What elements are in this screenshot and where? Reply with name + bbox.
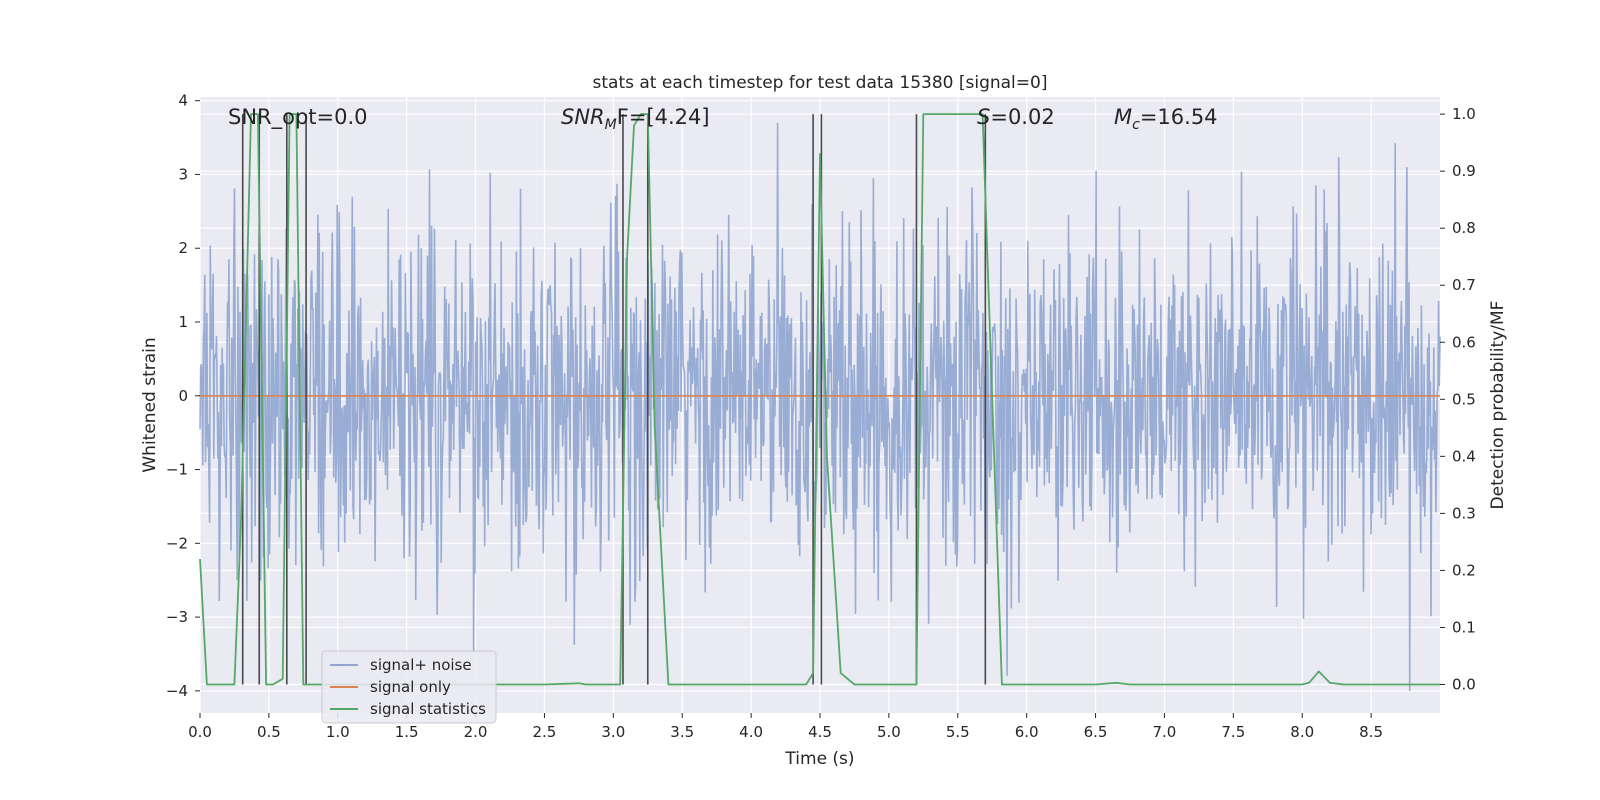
y2-tick-label: 0.5 <box>1452 390 1476 408</box>
y-axis-label: Whitened strain <box>140 337 160 472</box>
statistics-series-layer <box>199 113 1440 686</box>
x-tick-label: 3.5 <box>670 723 694 741</box>
y2-tick-label: 0.7 <box>1452 276 1476 294</box>
mc-subscript: c <box>1132 117 1140 133</box>
y2-tick-label: 0.6 <box>1452 333 1476 351</box>
y2-tick-label: 1.0 <box>1452 105 1476 123</box>
x-tick-label: 1.5 <box>395 723 419 741</box>
y-tick-label: −1 <box>166 461 188 479</box>
x-tick-label: 0.0 <box>188 723 212 741</box>
x-tick-label: 3.0 <box>601 723 625 741</box>
y2-tick-label: 0.1 <box>1452 618 1476 636</box>
x-tick-label: 8.0 <box>1290 723 1314 741</box>
x-tick-label: 6.0 <box>1015 723 1039 741</box>
y-tick-label: 4 <box>178 92 188 110</box>
legend-label-signal-noise: signal+ noise <box>370 656 472 674</box>
series-signal-noise <box>199 122 1441 691</box>
snr-mf-main: SNR <box>561 105 605 129</box>
y-tick-label: 3 <box>178 165 188 183</box>
x-tick-label: 5.5 <box>946 723 970 741</box>
x-tick-label: 2.0 <box>464 723 488 741</box>
x-tick-label: 7.0 <box>1153 723 1177 741</box>
legend-box <box>321 650 497 724</box>
y2-axis-label: Detection probability/MF <box>1488 301 1508 510</box>
y-tick-label: 0 <box>178 387 188 405</box>
y2-tick-label: 0.2 <box>1452 561 1476 579</box>
y2-tick-label: 0.0 <box>1452 675 1476 693</box>
y-tick-label: 2 <box>178 239 188 257</box>
x-axis-label: Time (s) <box>784 749 854 769</box>
x-tick-label: 6.5 <box>1084 723 1108 741</box>
snr-mf-rest: F=[4.24] <box>617 105 710 129</box>
y-tick-label: −4 <box>166 682 188 700</box>
x-tick-label: 2.5 <box>533 723 557 741</box>
x-tick-label: 1.0 <box>326 723 350 741</box>
y-tick-label: −2 <box>166 534 188 552</box>
chart-title: stats at each timestep for test data 153… <box>593 73 1048 93</box>
y2-tick-label: 0.4 <box>1452 447 1476 465</box>
legend: signal+ noise signal only signal statist… <box>321 650 497 724</box>
annotation-mc: Mc=16.54 <box>1114 105 1218 133</box>
y2-tick-label: 0.9 <box>1452 162 1476 180</box>
x-tick-label: 8.5 <box>1359 723 1383 741</box>
s-value: =0.02 <box>990 105 1054 129</box>
mc-value: =16.54 <box>1140 105 1218 129</box>
series-signal-statistics <box>199 113 1440 686</box>
legend-label-signal-only: signal only <box>370 678 451 696</box>
snr-mf-subscript: M <box>605 117 617 133</box>
legend-label-signal-statistics: signal statistics <box>370 700 486 718</box>
y2-tick-label: 0.3 <box>1452 504 1476 522</box>
annotation-snr-mf: SNRMF=[4.24] <box>561 105 710 133</box>
x-tick-label: 4.5 <box>808 723 832 741</box>
y2-tick-label: 0.8 <box>1452 219 1476 237</box>
x-tick-label: 7.5 <box>1221 723 1245 741</box>
axis-layer: 0.0 0.5 1.0 1.5 2.0 2.5 3.0 3.5 4.0 4.5 5.0 5.5 6.0 6… <box>166 92 1476 741</box>
y-tick-label: −3 <box>166 608 188 626</box>
x-tick-label: 4.0 <box>739 723 763 741</box>
x-tick-label: 5.0 <box>877 723 901 741</box>
annotation-snr-opt: SNR_opt=0.0 <box>228 105 368 130</box>
x-tick-label: 0.5 <box>257 723 281 741</box>
y-tick-label: 1 <box>178 313 188 331</box>
mc-label: M <box>1114 105 1132 129</box>
s-label: S <box>977 105 990 129</box>
annotation-s: S=0.02 <box>977 105 1055 129</box>
noise-series-layer <box>199 122 1441 691</box>
